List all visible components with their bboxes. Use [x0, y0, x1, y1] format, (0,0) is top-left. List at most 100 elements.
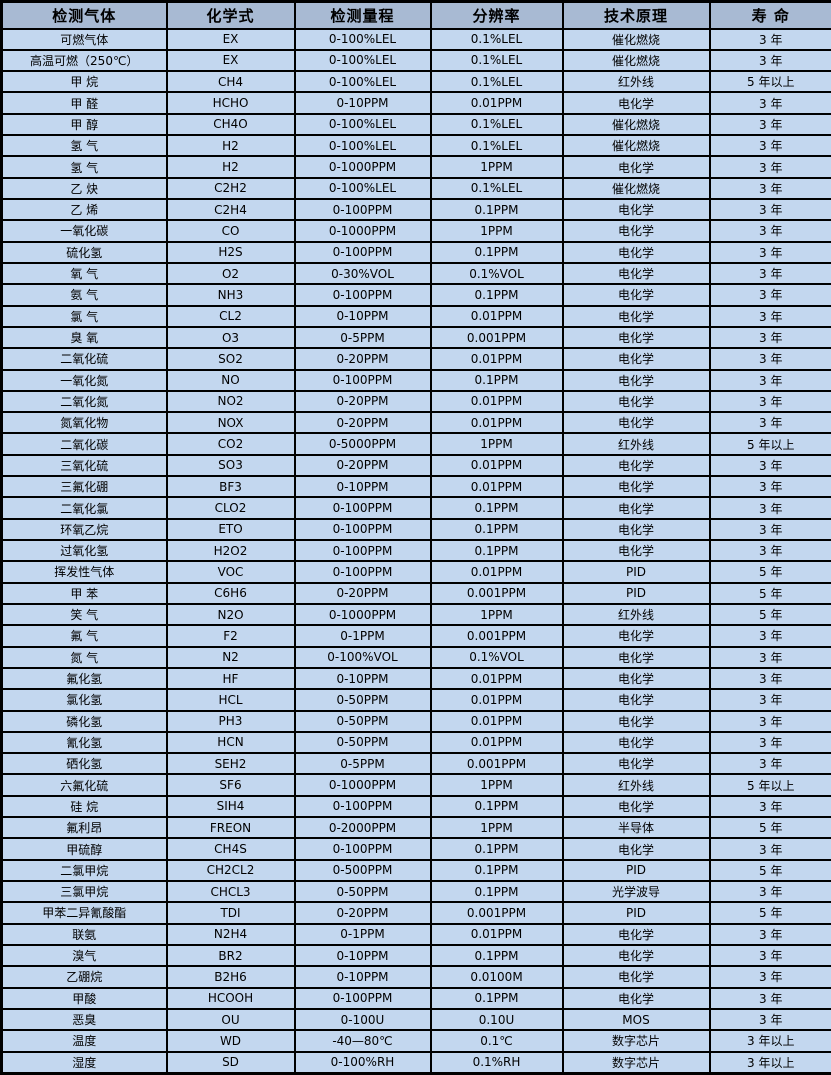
table-cell: 3 年 — [708, 240, 831, 264]
table-row: 硅 烷 SIH4 0-100PPM 0.1PPM 电化学 3 年 — [0, 794, 831, 819]
table-row: 二氧化氯 CLO2 0-100PPM 0.1PPM 电化学 3 年 — [0, 496, 831, 520]
table-cell: SD — [165, 1050, 296, 1075]
table-cell: 0-20PPM — [293, 581, 432, 605]
table-cell: 0.001PPM — [429, 624, 564, 648]
table-cell: TDI — [165, 901, 296, 925]
table-cell: 电化学 — [561, 411, 711, 435]
table-cell: 3 年 — [708, 1007, 831, 1032]
table-cell: HCOOH — [165, 986, 296, 1010]
table-cell: 0.1%VOL — [429, 645, 564, 669]
header-cell: 分辨率 — [429, 0, 564, 30]
table-cell: 3 年 — [708, 304, 831, 328]
table-row: 三氧化硫 SO3 0-20PPM 0.01PPM 电化学 3 年 — [0, 453, 831, 478]
table-cell: 0-100%LEL — [293, 27, 432, 51]
table-row: 氟 气 F2 0-1PPM 0.001PPM 电化学 3 年 — [0, 624, 831, 648]
table-cell: 3 年 — [708, 347, 831, 371]
table-cell: 二氧化碳 — [0, 432, 168, 456]
table-cell: 0-100PPM — [293, 560, 432, 584]
table-cell: 0.1PPM — [429, 837, 564, 861]
table-cell: 3 年 — [708, 943, 831, 968]
table-cell: 三氯甲烷 — [0, 879, 168, 904]
table-cell: 5 年以上 — [708, 773, 831, 797]
table-cell: 电化学 — [561, 517, 711, 542]
table-cell: 氟利昂 — [0, 816, 168, 840]
table-cell: 0.1%LEL — [429, 48, 564, 73]
table-cell: H2S — [165, 240, 296, 264]
table-cell: 硅 烷 — [0, 794, 168, 819]
table-cell: 甲 醇 — [0, 112, 168, 137]
table-cell: 0-100PPM — [293, 283, 432, 307]
table-row: 硫化氢 H2S 0-100PPM 0.1PPM 电化学 3 年 — [0, 240, 831, 264]
table-cell: 二氯甲烷 — [0, 858, 168, 883]
table-cell: 数字芯片 — [561, 1050, 711, 1075]
table-cell: 3 年 — [708, 283, 831, 307]
table-cell: 催化燃烧 — [561, 134, 711, 158]
table-row: 氟利昂 FREON 0-2000PPM 1PPM 半导体 5 年 — [0, 816, 831, 840]
table-cell: 1PPM — [429, 432, 564, 456]
table-cell: 1PPM — [429, 155, 564, 179]
table-cell: 电化学 — [561, 475, 711, 499]
table-cell: 0-1000PPM — [293, 155, 432, 179]
table-cell: 1PPM — [429, 816, 564, 840]
table-body: 可燃气体 EX 0-100%LEL 0.1%LEL 催化燃烧 3 年高温可燃（250℃） E… — [0, 27, 831, 1075]
table-cell: VOC — [165, 560, 296, 584]
table-cell: 0-20PPM — [293, 901, 432, 925]
table-cell: 0-50PPM — [293, 709, 432, 733]
table-cell: EX — [165, 27, 296, 51]
table-cell: 甲 醛 — [0, 91, 168, 115]
table-cell: 0.01PPM — [429, 389, 564, 414]
table-cell: 红外线 — [561, 602, 711, 627]
table-cell: 3 年 — [708, 197, 831, 222]
table-cell: 数字芯片 — [561, 1029, 711, 1053]
table-cell: 电化学 — [561, 240, 711, 264]
table-cell: 乙硼烷 — [0, 965, 168, 989]
table-cell: 0-100%LEL — [293, 48, 432, 73]
table-cell: C2H2 — [165, 176, 296, 201]
table-cell: 3 年 — [708, 794, 831, 819]
table-cell: 0-100%LEL — [293, 176, 432, 201]
table-cell: HCL — [165, 688, 296, 712]
table-cell: 5 年以上 — [708, 70, 831, 94]
table-cell: 乙 烯 — [0, 197, 168, 222]
table-cell: EX — [165, 48, 296, 73]
table-cell: 0-1PPM — [293, 922, 432, 946]
table-cell: BR2 — [165, 943, 296, 968]
table-cell: 3 年 — [708, 27, 831, 51]
table-cell: 氢 气 — [0, 134, 168, 158]
table-cell: 甲 苯 — [0, 581, 168, 605]
table-row: 二氯甲烷 CH2CL2 0-500PPM 0.1PPM PID 5 年 — [0, 858, 831, 883]
table-cell: 氮氧化物 — [0, 411, 168, 435]
table-cell: H2O2 — [165, 538, 296, 563]
table-cell: 5 年 — [708, 602, 831, 627]
table-cell: 0.1%LEL — [429, 70, 564, 94]
table-cell: 硒化氢 — [0, 752, 168, 776]
table-cell: 0.1PPM — [429, 368, 564, 392]
table-cell: 0-20PPM — [293, 411, 432, 435]
table-cell: 电化学 — [561, 688, 711, 712]
table-cell: 电化学 — [561, 496, 711, 520]
table-cell: 电化学 — [561, 794, 711, 819]
table-row: 三氟化硼 BF3 0-10PPM 0.01PPM 电化学 3 年 — [0, 475, 831, 499]
table-cell: 氢 气 — [0, 155, 168, 179]
table-cell: 高温可燃（250℃） — [0, 48, 168, 73]
table-cell: 二氧化硫 — [0, 347, 168, 371]
table-cell: 电化学 — [561, 219, 711, 243]
table-cell: 0.1PPM — [429, 794, 564, 819]
table-row: 硒化氢 SEH2 0-5PPM 0.001PPM 电化学 3 年 — [0, 752, 831, 776]
table-cell: 乙 炔 — [0, 176, 168, 201]
table-cell: 电化学 — [561, 666, 711, 691]
table-row: 二氧化氮 NO2 0-20PPM 0.01PPM 电化学 3 年 — [0, 389, 831, 414]
table-row: 笑 气 N2O 0-1000PPM 1PPM 红外线 5 年 — [0, 602, 831, 627]
table-cell: 3 年 — [708, 261, 831, 286]
table-cell: 电化学 — [561, 197, 711, 222]
table-cell: 0-10PPM — [293, 943, 432, 968]
table-cell: 0-100PPM — [293, 197, 432, 222]
table-cell: 3 年 — [708, 645, 831, 669]
table-cell: 0-10PPM — [293, 475, 432, 499]
table-cell: 三氟化硼 — [0, 475, 168, 499]
table-cell: 3 年 — [708, 325, 831, 350]
table-cell: 氟化氢 — [0, 666, 168, 691]
table-cell: WD — [165, 1029, 296, 1053]
table-row: 一氧化氮 NO 0-100PPM 0.1PPM 电化学 3 年 — [0, 368, 831, 392]
